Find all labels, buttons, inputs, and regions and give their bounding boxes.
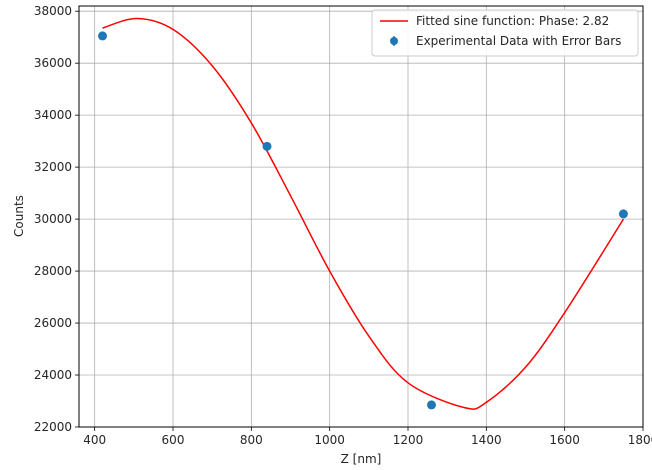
- legend: Fitted sine function: Phase: 2.82 Experi…: [371, 9, 639, 57]
- y-tick-label: 26000: [34, 316, 72, 330]
- point-layer: [98, 31, 628, 410]
- y-tick-label: 36000: [34, 56, 72, 70]
- x-tick-label: 1600: [549, 433, 580, 447]
- x-tick-label: 800: [240, 433, 263, 447]
- x-tick-label: 600: [162, 433, 185, 447]
- data-point: [262, 141, 272, 151]
- y-tick-label: 24000: [34, 368, 72, 382]
- y-tick-label: 22000: [34, 420, 72, 434]
- y-tick-label: 34000: [34, 108, 72, 122]
- fitted-sine-curve: [102, 17, 625, 410]
- data-point: [98, 31, 107, 41]
- legend-marker-swatch: [390, 37, 398, 45]
- legend-label-fit: Fitted sine function: Phase: 2.82: [416, 14, 609, 28]
- x-tick-label: 1000: [314, 433, 345, 447]
- x-tick-label: 1400: [471, 433, 502, 447]
- y-tick-label: 28000: [34, 264, 72, 278]
- x-tick-label: 400: [83, 433, 106, 447]
- legend-label-data: Experimental Data with Error Bars: [416, 34, 621, 48]
- y-tick-label: 32000: [34, 160, 72, 174]
- plot-frame: [78, 5, 644, 428]
- y-tick-label: 30000: [34, 212, 72, 226]
- data-point: [427, 400, 436, 410]
- data-point: [618, 209, 628, 219]
- y-axis-label: Counts: [12, 195, 26, 237]
- x-tick-label: 1800: [628, 433, 652, 447]
- x-tick-label: 1200: [393, 433, 424, 447]
- x-axis-label: Z [nm]: [341, 452, 382, 466]
- legend-box: [371, 9, 639, 57]
- grid: [79, 6, 644, 428]
- line-layer: [102, 17, 625, 410]
- ticks: 400 600 800 1000 1200 1400 1600 1800 22000 24000 2…: [34, 4, 652, 447]
- y-tick-label: 38000: [34, 4, 72, 18]
